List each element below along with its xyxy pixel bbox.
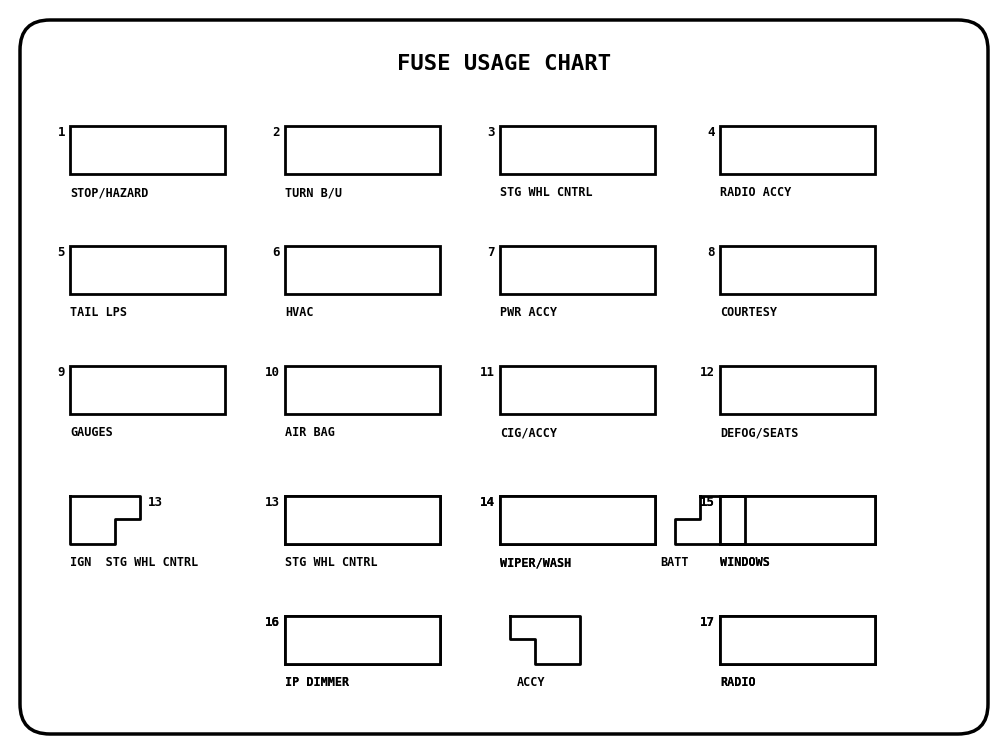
Text: 6: 6 [272,246,280,259]
Text: AIR BAG: AIR BAG [285,426,335,439]
Bar [285,616,440,664]
Text: 17: 17 [700,616,715,629]
Text: 7: 7 [488,246,495,259]
Bar [720,126,875,174]
Text: 8: 8 [708,246,715,259]
Text: DEFOG/SEATS: DEFOG/SEATS [720,426,798,439]
Bar [285,366,440,414]
Text: IP DIMMER: IP DIMMER [285,676,349,689]
Bar [70,246,225,294]
Text: RADIO: RADIO [720,676,756,689]
Bar [720,616,875,664]
Text: TURN B/U: TURN B/U [285,186,342,199]
Text: 15: 15 [700,496,715,509]
Bar [285,246,440,294]
Text: 9: 9 [57,366,65,379]
Text: WIPER/WASH: WIPER/WASH [500,556,572,569]
Text: WINDOWS: WINDOWS [720,556,770,569]
Text: CIG/ACCY: CIG/ACCY [500,426,557,439]
Bar [285,496,440,544]
Text: FUSE USAGE CHART: FUSE USAGE CHART [397,54,611,74]
Text: IGN  STG WHL CNTRL: IGN STG WHL CNTRL [70,556,199,569]
Text: IP DIMMER: IP DIMMER [285,676,349,689]
Bar [720,246,875,294]
Text: 16: 16 [265,616,280,629]
Text: ACCY: ACCY [517,676,545,689]
Text: 1: 1 [57,126,65,139]
Bar [500,126,655,174]
Bar [720,496,875,544]
Bar [285,126,440,174]
Bar [720,366,875,414]
Text: STG WHL CNTRL: STG WHL CNTRL [500,186,593,199]
Text: RADIO ACCY: RADIO ACCY [720,186,791,199]
Text: RADIO: RADIO [720,676,756,689]
Text: 13: 13 [148,496,163,509]
Bar [720,496,875,544]
Text: WINDOWS: WINDOWS [720,556,770,569]
Text: TAIL LPS: TAIL LPS [70,306,127,319]
Text: BATT: BATT [660,556,688,569]
Text: WIPER/WASH: WIPER/WASH [500,556,572,569]
Text: 16: 16 [265,616,280,629]
Bar [285,496,440,544]
Text: 14: 14 [480,496,495,509]
Text: PWR ACCY: PWR ACCY [500,306,557,319]
Text: 14: 14 [480,496,495,509]
Text: 2: 2 [272,126,280,139]
Text: COURTESY: COURTESY [720,306,777,319]
Bar [500,496,655,544]
Text: 5: 5 [57,246,65,259]
Text: 11: 11 [480,366,495,379]
Bar [500,366,655,414]
Text: 4: 4 [708,126,715,139]
Bar [720,616,875,664]
Text: 10: 10 [265,366,280,379]
Text: STOP/HAZARD: STOP/HAZARD [70,186,148,199]
FancyBboxPatch shape [20,20,988,734]
Text: STG WHL CNTRL: STG WHL CNTRL [285,556,378,569]
Bar [70,126,225,174]
Text: 15: 15 [700,496,715,509]
Text: HVAC: HVAC [285,306,313,319]
Bar [500,496,655,544]
Text: 17: 17 [700,616,715,629]
Text: 12: 12 [700,366,715,379]
Text: GAUGES: GAUGES [70,426,113,439]
Bar [500,246,655,294]
Text: 13: 13 [265,496,280,509]
Bar [70,366,225,414]
Text: 3: 3 [488,126,495,139]
Bar [285,616,440,664]
